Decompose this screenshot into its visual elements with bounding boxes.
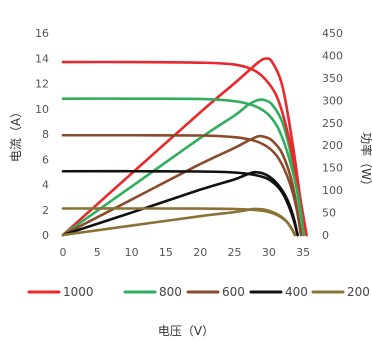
left-y-tick-label: 2 — [42, 204, 49, 217]
right-y-tick-label: 150 — [322, 162, 343, 175]
current-curve-400 — [61, 169, 299, 237]
x-tick-label: 0 — [60, 246, 67, 259]
left-y-tick-label: 12 — [35, 78, 49, 91]
current-curve-600 — [61, 133, 303, 237]
right-y-tick-label: 250 — [322, 117, 343, 130]
power-curve-200 — [61, 207, 297, 237]
x-tick-label: 25 — [228, 246, 242, 259]
left-y-tick-label: 14 — [35, 52, 49, 65]
left-y-tick-label: 8 — [42, 128, 49, 141]
legend-label-600: 600 — [222, 285, 245, 299]
legend: 1000 800 600 400 200 — [27, 285, 370, 299]
legend-label-200: 200 — [347, 285, 370, 299]
right-y-tick-label: 50 — [322, 207, 336, 220]
x-tick-label: 5 — [94, 246, 101, 259]
x-tick-label: 10 — [125, 246, 139, 259]
legend-label-400: 400 — [285, 285, 308, 299]
right-y-tick-label: 450 — [322, 27, 343, 40]
left-y-tick-label: 0 — [42, 229, 49, 242]
left-y-tick-label: 6 — [42, 153, 49, 166]
right-y-tick-label: 400 — [322, 49, 343, 62]
right-y-tick-label: 300 — [322, 94, 343, 107]
right-y-axis-ticks: 0 50 100 150 200 250 300 350 400 450 — [322, 27, 343, 242]
x-tick-label: 20 — [193, 246, 207, 259]
left-y-tick-label: 10 — [35, 103, 49, 116]
current-curve-1000 — [61, 60, 308, 237]
x-tick-label: 35 — [296, 246, 310, 259]
plot-curves — [61, 57, 308, 237]
left-y-tick-label: 16 — [35, 27, 49, 40]
legend-label-1000: 1000 — [63, 285, 94, 299]
left-y-tick-label: 4 — [42, 179, 49, 192]
right-y-tick-label: 200 — [322, 139, 343, 152]
right-y-tick-label: 100 — [322, 184, 343, 197]
current-curve-800 — [61, 97, 306, 237]
current-curve-200 — [61, 207, 297, 237]
right-y-tick-label: 0 — [322, 229, 329, 242]
power-curve-600 — [61, 134, 303, 237]
x-axis-ticks: 0 5 10 15 20 25 30 35 — [60, 246, 311, 259]
x-tick-label: 15 — [159, 246, 173, 259]
x-tick-label: 30 — [262, 246, 276, 259]
right-y-tick-label: 350 — [322, 72, 343, 85]
left-y-axis-ticks: 0 2 4 6 8 10 12 14 16 — [35, 27, 49, 242]
right-y-axis-label: 功率（W） — [359, 132, 372, 192]
x-axis-label: 电压（V） — [158, 324, 214, 338]
legend-label-800: 800 — [159, 285, 182, 299]
power-curve-800 — [61, 98, 306, 237]
left-y-axis-label: 电流（A） — [9, 106, 23, 162]
